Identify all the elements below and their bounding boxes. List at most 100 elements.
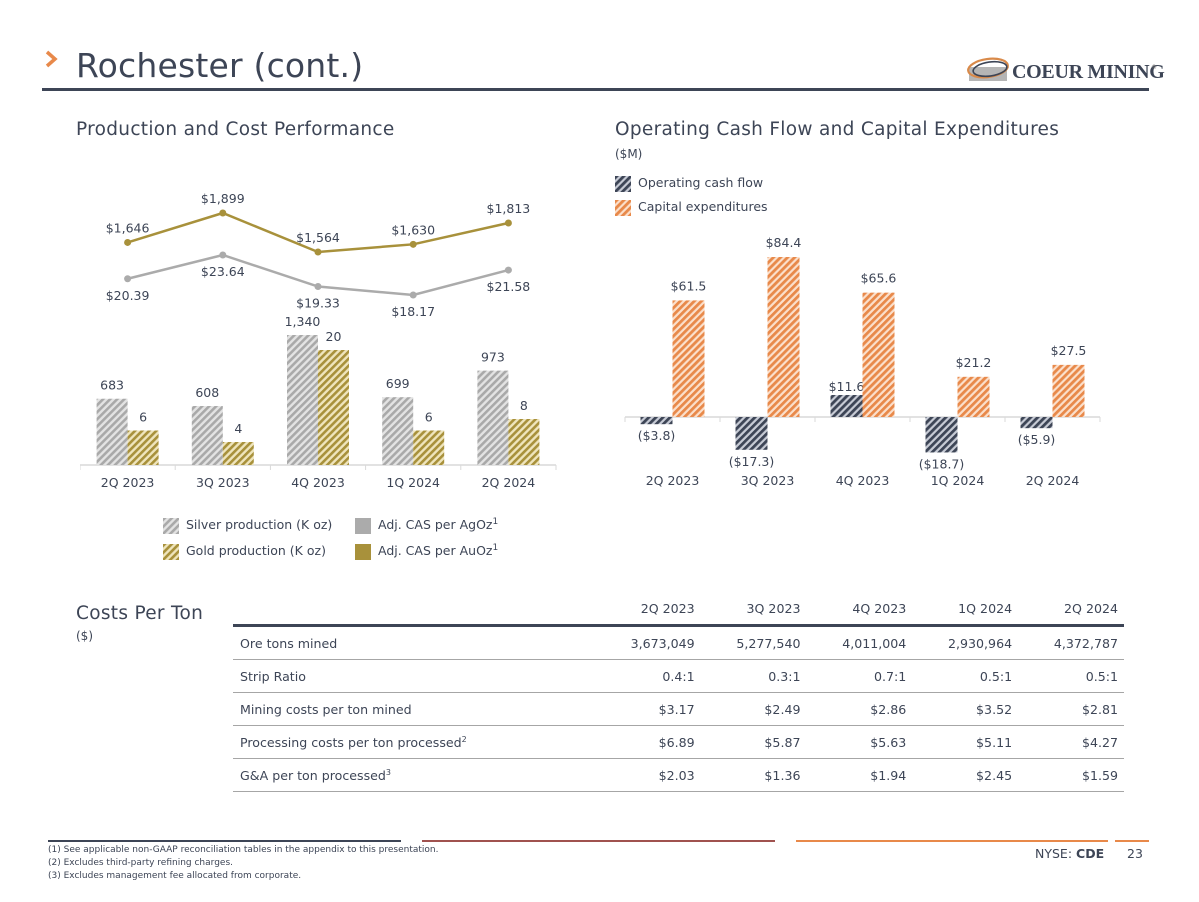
table-cell: $2.49 [700,692,807,726]
legend-item-cas-ag: Adj. CAS per AgOz1 [355,517,498,534]
capex-label: $27.5 [1051,343,1087,358]
logo-text: COEUR MINING [1012,61,1165,83]
table-cell: 4,011,004 [806,625,913,660]
row-label: Ore tons mined [233,625,595,660]
cas-au-label: $1,564 [296,230,340,245]
table-cell: $6.89 [594,725,701,760]
table-cell: 0.5:1 [912,659,1019,693]
operating-cash-flow-label: ($18.7) [919,456,965,471]
x-tick-label: 3Q 2023 [741,473,795,488]
footer-rule-orange [796,840,1108,842]
x-tick-label: 2Q 2024 [482,475,536,490]
title-divider [42,88,1149,91]
gold-production-label: 8 [520,398,528,413]
table-cell: $2.86 [806,692,913,726]
operating-cash-flow-label: ($3.8) [638,428,676,443]
x-tick-label: 2Q 2023 [101,475,155,490]
silver-production-bar [382,397,414,465]
footnote-marker: 3 [385,768,391,778]
cas-ag-point [409,291,417,299]
cas-au-point [219,209,227,217]
row-label-text: Processing costs per ton processed [240,735,462,751]
x-tick-label: 4Q 2023 [836,473,890,488]
x-tick-label: 1Q 2024 [931,473,985,488]
capex-bar [957,376,990,417]
costs-per-ton-table: 2Q 2023 3Q 2023 4Q 2023 1Q 2024 2Q 2024 … [233,596,1124,793]
operating-cash-flow-bar [925,417,958,453]
production-section-title: Production and Cost Performance [76,119,395,140]
table-cell: $1.59 [1018,758,1124,793]
cas-au-label: $1,899 [201,191,245,206]
table-cell: $4.27 [1018,725,1124,760]
cas-ag-point [124,275,132,283]
capex-bar [862,292,895,417]
capex-bar [1052,364,1085,417]
table-cell: 2,930,964 [912,625,1019,660]
gold-production-bar [127,430,159,465]
x-tick-label: 2Q 2024 [1026,473,1080,488]
gold-production-bar [318,350,349,465]
table-cell: 0.3:1 [700,659,807,693]
x-tick-label: 4Q 2023 [291,475,345,490]
costs-per-ton-title: Costs Per Ton [76,603,204,624]
footer-rule-navy [48,840,401,842]
x-tick-label: 1Q 2024 [386,475,440,490]
cashflow-section-title: Operating Cash Flow and Capital Expendit… [615,119,1060,140]
capex-label: $61.5 [671,278,707,293]
gold-production-label: 6 [139,410,147,425]
legend-item-gold-production: Gold production (K oz) [163,543,326,560]
capex-label: $21.2 [956,355,992,370]
table-cell: 0.7:1 [806,659,913,693]
table-row: Processing costs per ton processed2 $6.89… [233,725,1124,760]
page-number: 23 [1127,846,1143,861]
footnote-3: (3) Excludes management fee allocated fr… [48,871,302,881]
table-cell: $2.03 [594,758,701,793]
capex-label: $84.4 [766,235,802,250]
column-header: 2Q 2023 [594,596,701,627]
cas-au-point [124,238,132,246]
x-tick-label: 3Q 2023 [196,475,250,490]
table-cell: $5.11 [912,725,1019,760]
page-title: Rochester (cont.) [76,46,364,85]
footnote-1: (1) See applicable non-GAAP reconciliati… [48,845,439,855]
table-cell: $2.81 [1018,692,1124,726]
costs-per-ton-subtitle: ($) [76,629,93,643]
cas-au-label: $1,646 [106,220,150,235]
table-cell: $5.63 [806,725,913,760]
operating-cash-flow-label: ($5.9) [1018,432,1056,447]
row-label: G&A per ton processed3 [233,758,595,793]
cas-ag-label: $20.39 [106,288,150,303]
capex-label: $65.6 [861,271,897,286]
cas-ag-label: $19.33 [296,296,340,311]
cas-au-point [409,240,417,248]
cashflow-chart: ($3.8) $61.5 2Q 2023 ($17.3) $84.4 3Q 2023 $11… [624,235,1101,488]
row-label-text: Mining costs per ton mined [240,702,412,717]
legend-item-cas-au: Adj. CAS per AuOz1 [355,543,498,560]
legend-item-silver-production: Silver production (K oz) [163,517,332,534]
table-cell: $1.36 [700,758,807,793]
silver-production-label: 699 [386,376,410,391]
operating-cash-flow-bar [1020,417,1053,429]
capex-bar [672,300,705,417]
gold-production-bar [222,442,254,465]
cas-ag-point [219,251,227,259]
column-header: 2Q 2024 [1018,596,1124,627]
cas-au-point [314,248,322,256]
cas-ag-label: $18.17 [391,304,435,319]
column-header: 4Q 2023 [806,596,913,627]
silver-production-bar [96,398,128,465]
navy-swatch-icon [615,175,631,192]
table-cell: $3.52 [912,692,1019,726]
table-row: G&A per ton processed3 $2.03 $1.36 $1.94 $2.… [233,758,1124,793]
operating-cash-flow-label: ($17.3) [729,454,775,469]
table-row: Strip Ratio 0.4:1 0.3:1 0.7:1 0.5:1 0.5:1 [233,659,1124,693]
table-cell: 0.4:1 [594,659,701,693]
silver-production-bar [477,370,509,465]
silver-production-bar [287,335,318,465]
silver-production-label: 1,340 [285,314,321,329]
cashflow-section-subtitle: ($M) [615,147,643,161]
row-label: Processing costs per ton processed2 [233,725,595,760]
row-label-text: G&A per ton processed [240,768,386,784]
row-label-text: Ore tons mined [240,636,338,651]
coeur-mining-logo-icon [967,57,1009,81]
